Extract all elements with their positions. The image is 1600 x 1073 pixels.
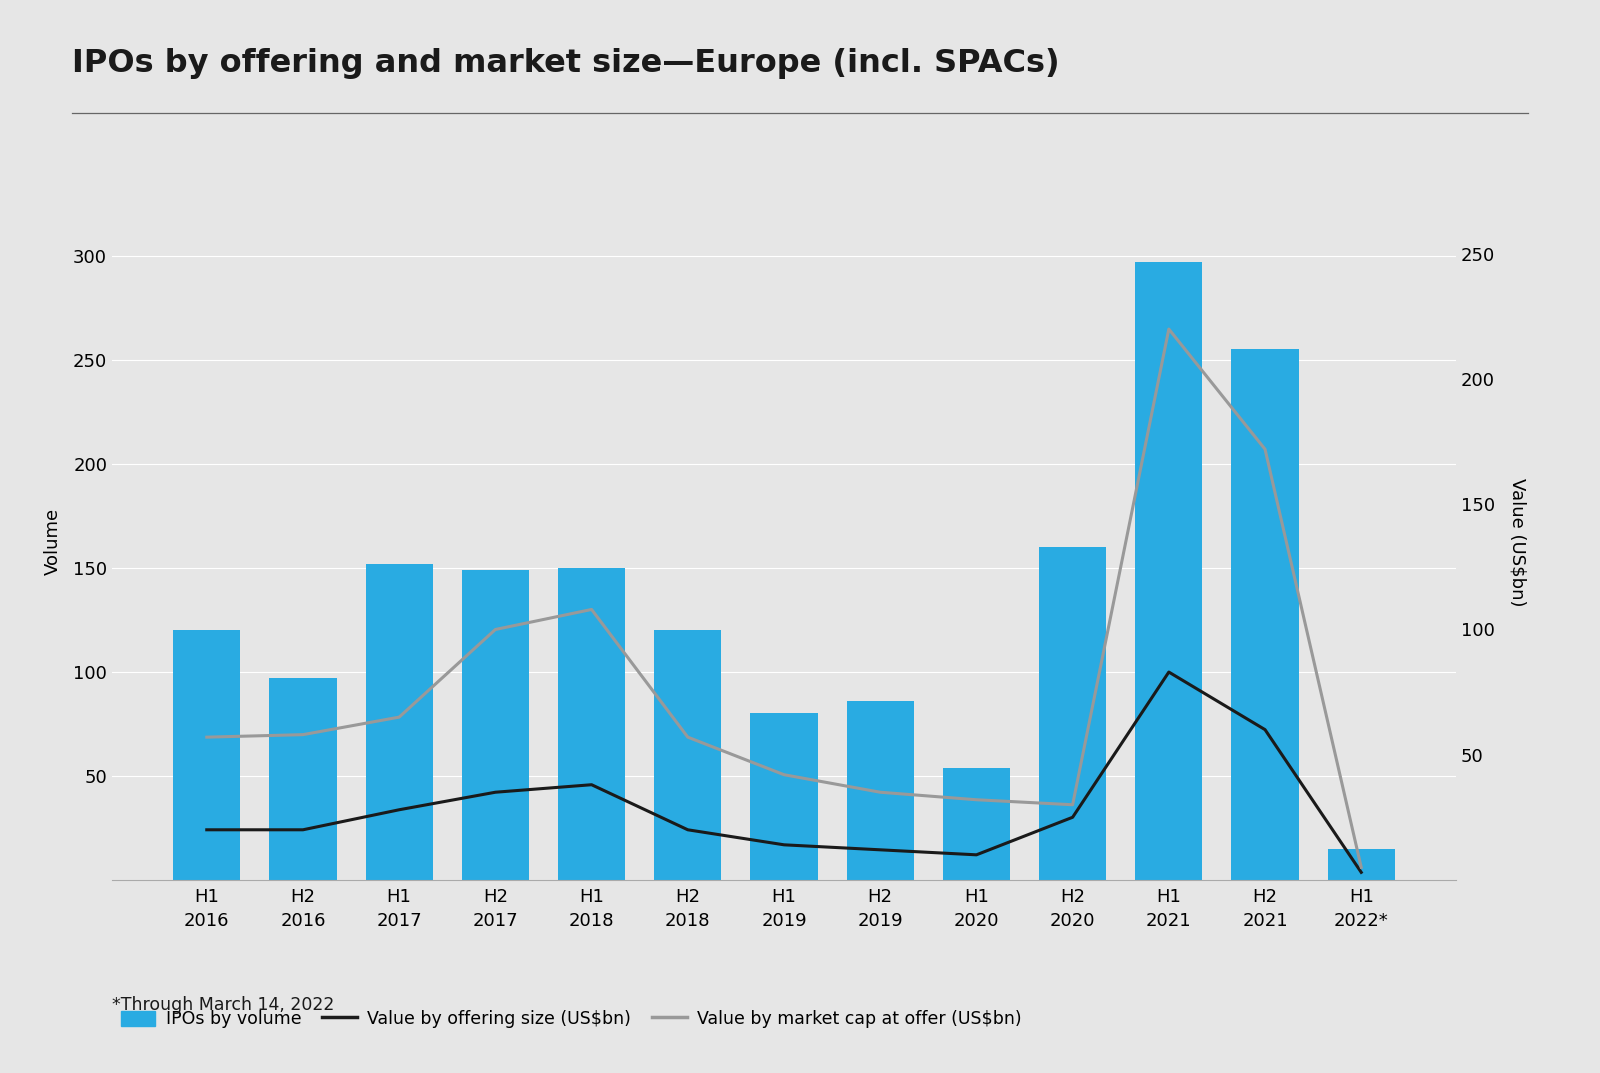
Text: IPOs by offering and market size—Europe (incl. SPACs): IPOs by offering and market size—Europe … [72,48,1059,79]
Bar [558,568,626,880]
Bar [269,678,336,880]
Y-axis label: Volume: Volume [43,509,62,575]
Bar [462,570,530,880]
Bar [942,767,1010,880]
Y-axis label: Value (US$bn): Value (US$bn) [1509,477,1526,606]
Bar [846,701,914,880]
Bar [750,714,818,880]
Bar [1232,350,1299,880]
Bar [1328,849,1395,880]
Text: *Through March 14, 2022: *Through March 14, 2022 [112,996,334,1014]
Bar [1038,547,1106,880]
Bar [1134,262,1203,880]
Bar [654,630,722,880]
Bar [173,630,240,880]
Legend: IPOs by volume, Value by offering size (US$bn), Value by market cap at offer (US: IPOs by volume, Value by offering size (… [120,1010,1022,1028]
Bar [365,563,434,880]
